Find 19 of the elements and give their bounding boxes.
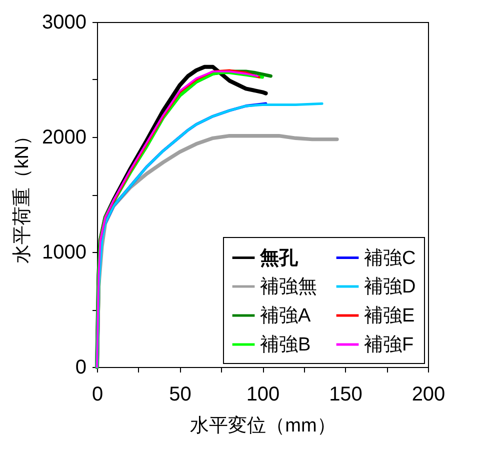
y-tick-label: 2000 <box>42 126 86 148</box>
y-tick-label: 1000 <box>42 242 86 264</box>
legend-label: 補強無 <box>260 276 317 298</box>
legend-label: 無孔 <box>259 248 299 269</box>
x-tick-label: 150 <box>329 384 362 406</box>
legend-label: 補強C <box>364 248 416 269</box>
legend-label: 補強E <box>364 306 415 326</box>
x-axis-title: 水平変位（mm） <box>190 414 336 436</box>
y-tick-label: 3000 <box>42 12 86 34</box>
x-tick-label: 200 <box>412 384 446 406</box>
x-tick-label: 0 <box>92 384 104 406</box>
legend-label: 補強D <box>364 276 416 298</box>
legend-label: 補強A <box>260 306 311 326</box>
legend-label: 補強B <box>260 334 311 356</box>
y-axis-title: 水平荷重（kN） <box>12 126 34 264</box>
y-tick-label: 0 <box>75 356 86 378</box>
legend-label: 補強F <box>364 334 414 356</box>
x-tick-label: 100 <box>246 384 280 406</box>
x-tick-label: 50 <box>169 384 192 406</box>
